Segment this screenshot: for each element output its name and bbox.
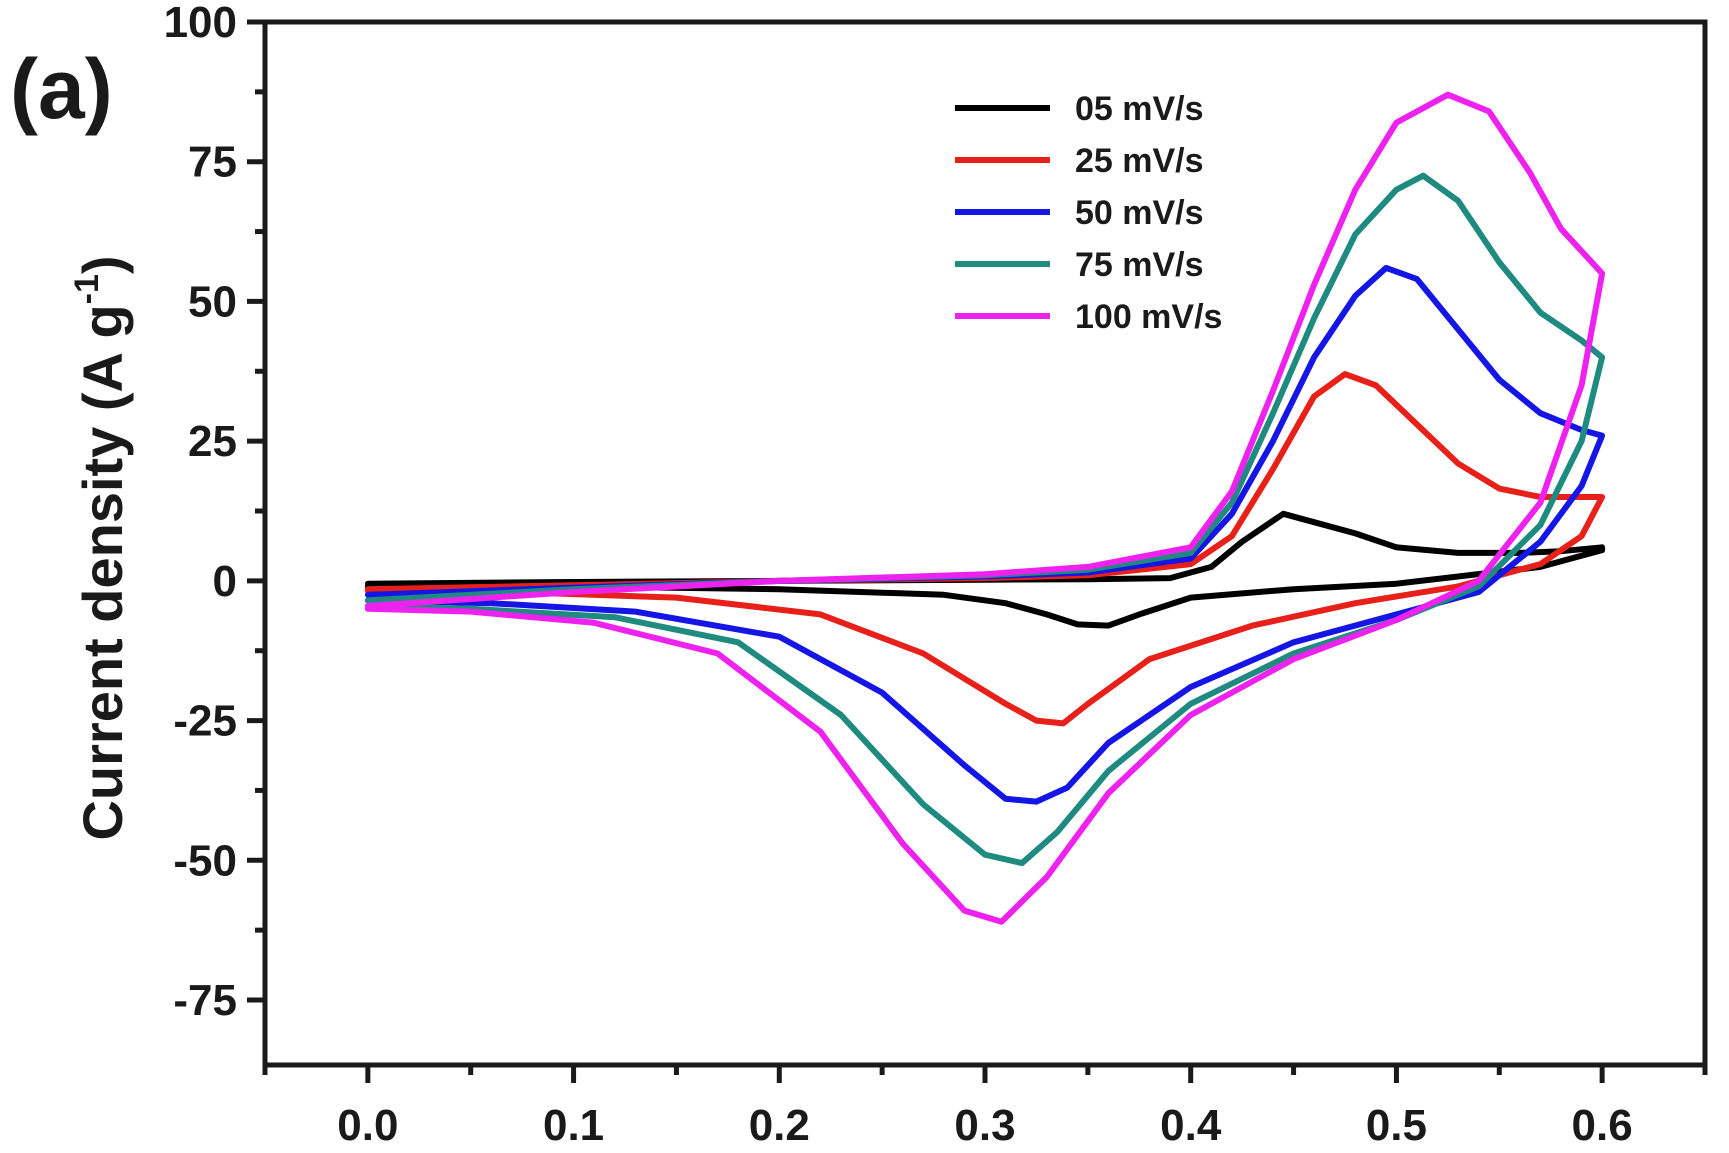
series-line-4 bbox=[364, 172, 1606, 867]
legend-label-2: 25 mV/s bbox=[1075, 142, 1204, 180]
y-tick-label: -50 bbox=[173, 836, 237, 885]
y-tick-label: -25 bbox=[173, 697, 237, 746]
x-axis: 0.0 0.1 0.2 0.3 0.4 0.5 0.6 bbox=[262, 1065, 1708, 1150]
x-tick-label: 0.2 bbox=[749, 1101, 810, 1150]
series-line-1 bbox=[364, 510, 1606, 629]
y-axis: -75 -50 -25 0 25 50 75 100 bbox=[164, 0, 265, 1025]
y-tick-label: 75 bbox=[188, 138, 237, 187]
y-tick-label: 100 bbox=[164, 0, 237, 47]
x-tick-label: 0.5 bbox=[1366, 1101, 1427, 1150]
legend: 05 mV/s 25 mV/s 50 mV/s 75 mV/s 100 mV/s bbox=[955, 90, 1222, 336]
y-axis-title-superscript: -1 bbox=[68, 274, 106, 304]
x-tick-label: 0.0 bbox=[337, 1101, 398, 1150]
legend-label-4: 75 mV/s bbox=[1075, 246, 1204, 284]
plot-frame bbox=[262, 19, 1708, 1068]
legend-label-1: 05 mV/s bbox=[1075, 90, 1204, 128]
legend-label-3: 50 mV/s bbox=[1075, 194, 1204, 232]
curves-group bbox=[364, 91, 1606, 925]
x-tick-label: 0.3 bbox=[954, 1101, 1015, 1150]
y-axis-title: Current density (A g-1) bbox=[68, 255, 134, 840]
y-tick-label: 50 bbox=[188, 277, 237, 326]
legend-label-5: 100 mV/s bbox=[1075, 298, 1222, 336]
x-tick-label: 0.1 bbox=[543, 1101, 604, 1150]
y-tick-label: 25 bbox=[188, 417, 237, 466]
series-line-5 bbox=[364, 91, 1606, 925]
y-tick-label: 0 bbox=[213, 557, 237, 606]
series-line-3 bbox=[364, 264, 1606, 805]
series-line-2 bbox=[364, 371, 1606, 727]
x-tick-label: 0.4 bbox=[1160, 1101, 1222, 1150]
x-tick-label: 0.6 bbox=[1572, 1101, 1633, 1150]
y-tick-label: -75 bbox=[173, 976, 237, 1025]
panel-label: (a) bbox=[10, 42, 113, 136]
y-axis-title-suffix: ) bbox=[71, 255, 134, 274]
y-axis-title-main: Current density (A g bbox=[71, 304, 134, 840]
